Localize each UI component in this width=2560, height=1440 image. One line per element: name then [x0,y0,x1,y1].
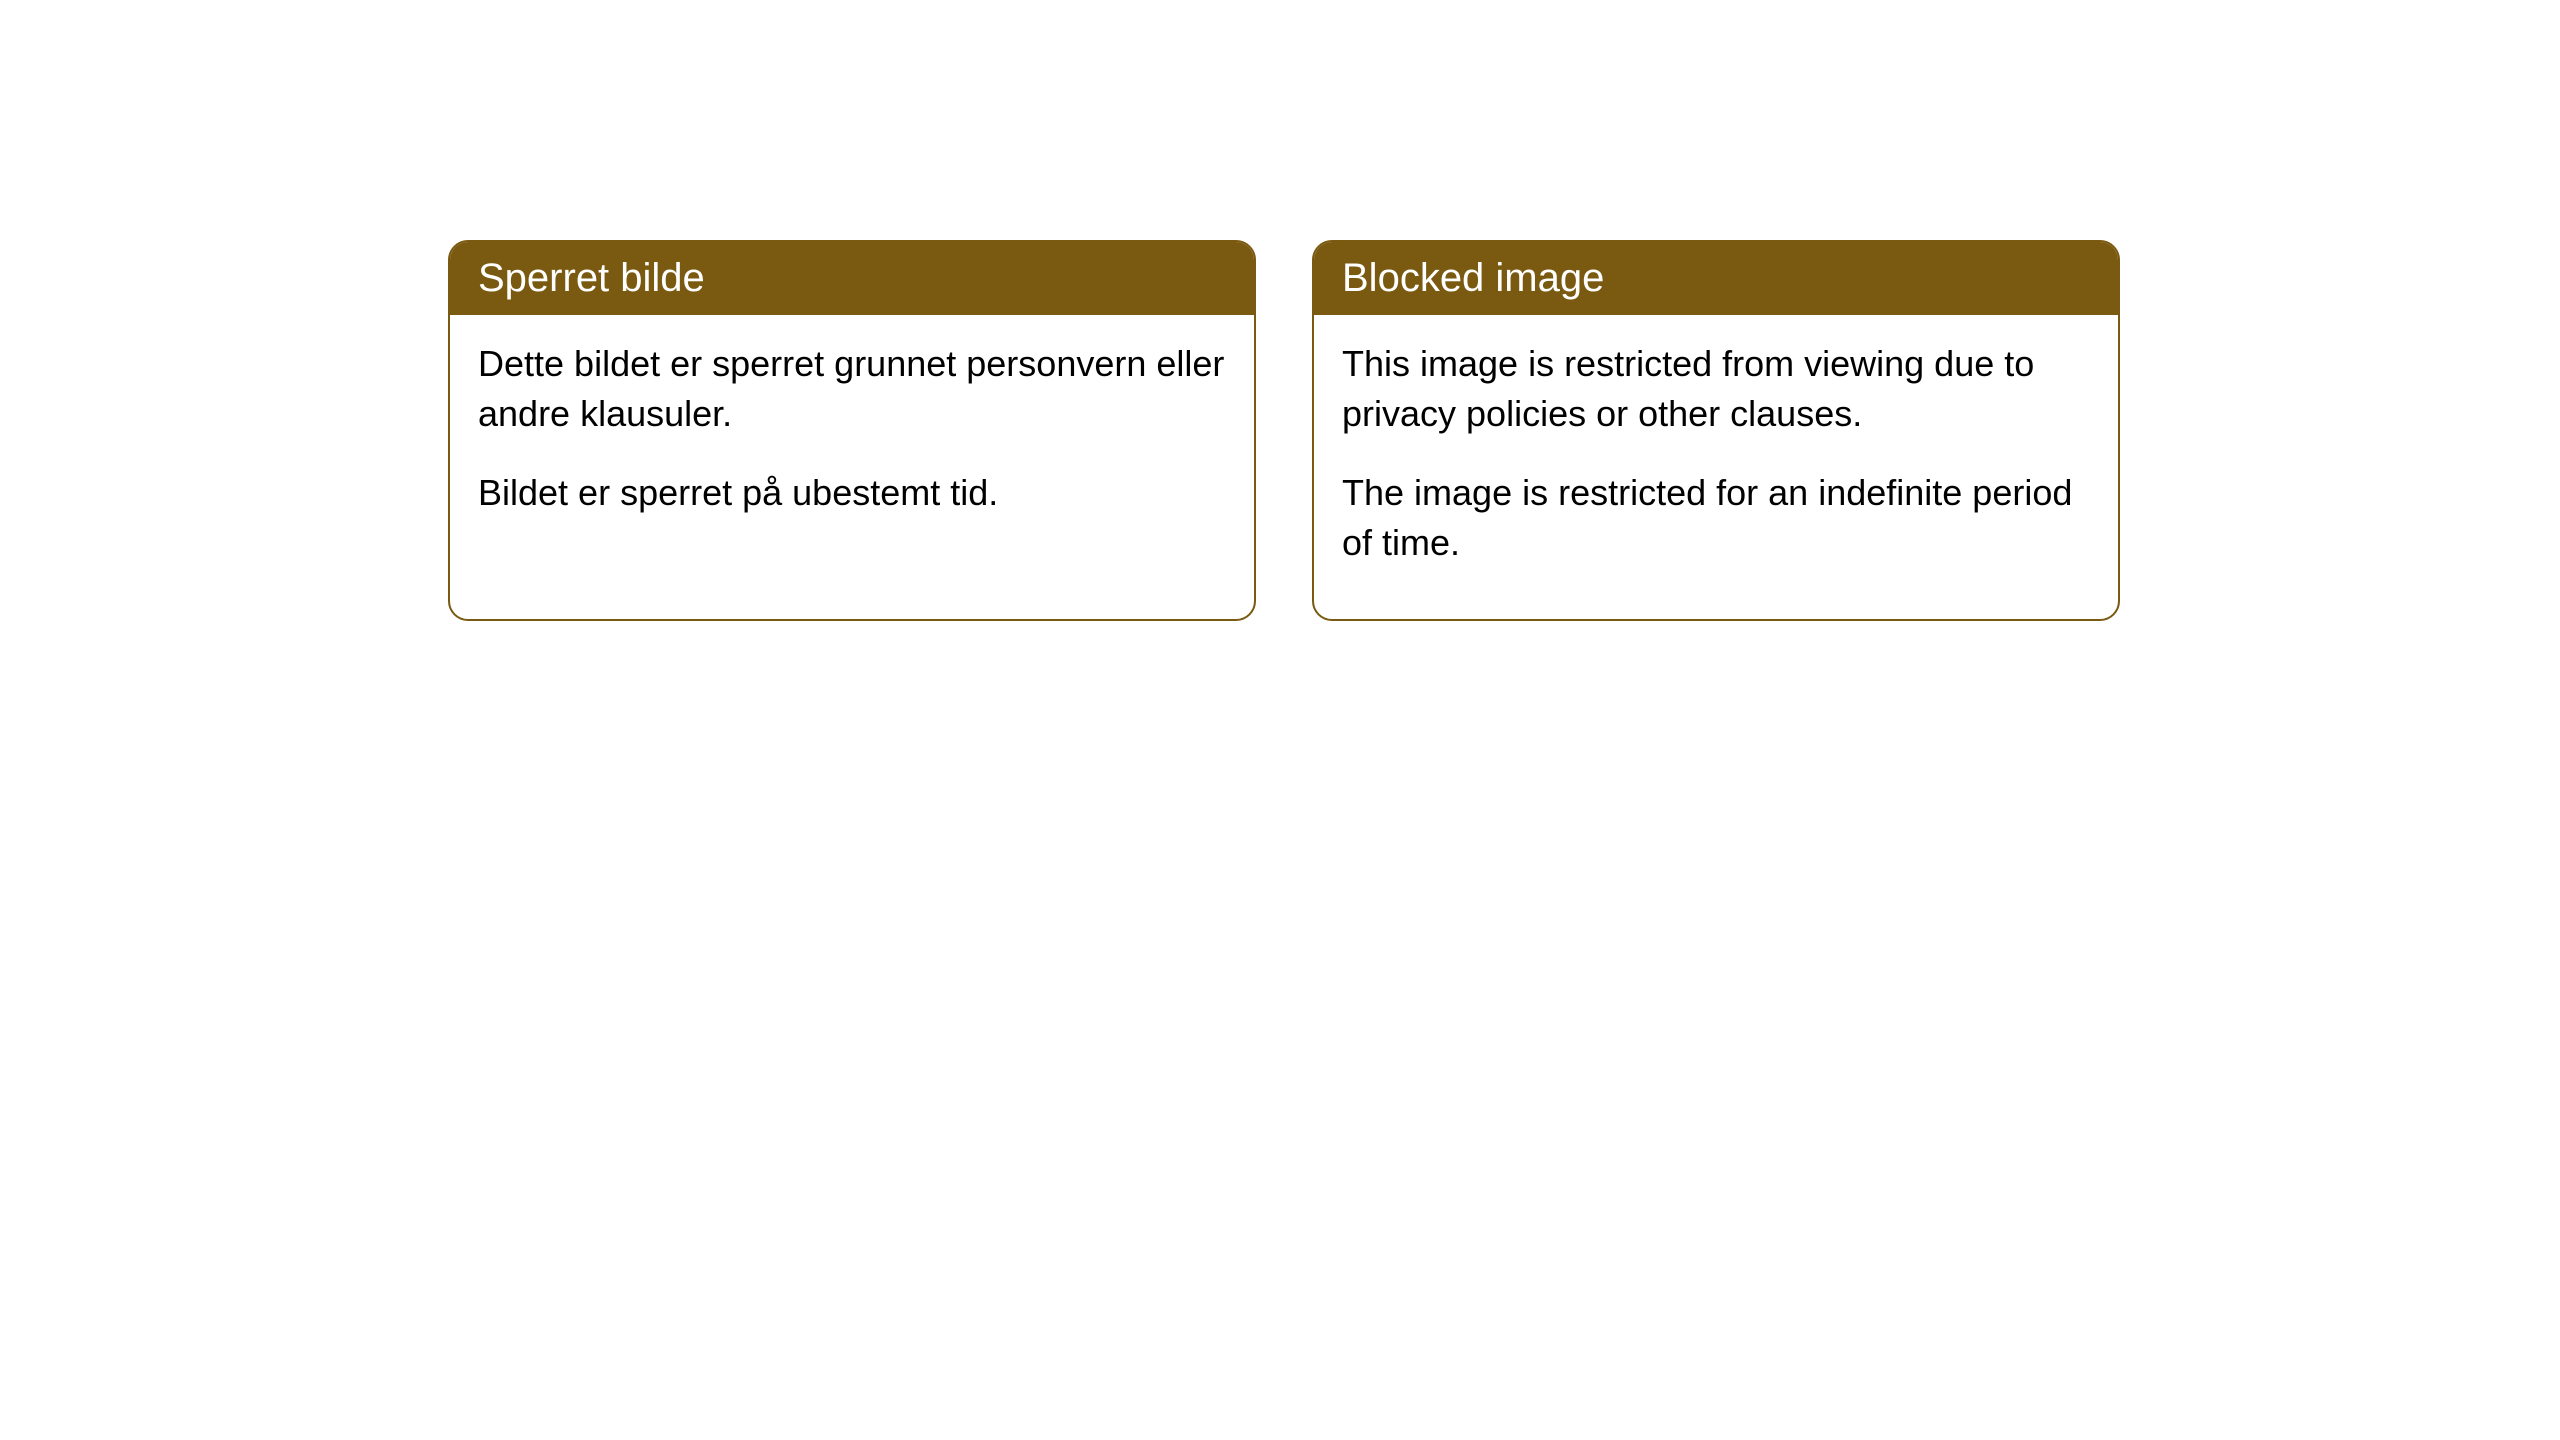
blocked-image-card-norwegian: Sperret bilde Dette bildet er sperret gr… [448,240,1256,621]
card-body: This image is restricted from viewing du… [1314,315,2118,619]
card-paragraph: This image is restricted from viewing du… [1342,339,2090,440]
card-header: Blocked image [1314,242,2118,315]
card-body: Dette bildet er sperret grunnet personve… [450,315,1254,568]
notice-cards-container: Sperret bilde Dette bildet er sperret gr… [448,240,2120,621]
card-paragraph: Bildet er sperret på ubestemt tid. [478,468,1226,518]
card-title: Blocked image [1342,256,1604,300]
card-paragraph: The image is restricted for an indefinit… [1342,468,2090,569]
blocked-image-card-english: Blocked image This image is restricted f… [1312,240,2120,621]
card-header: Sperret bilde [450,242,1254,315]
card-title: Sperret bilde [478,256,705,300]
card-paragraph: Dette bildet er sperret grunnet personve… [478,339,1226,440]
